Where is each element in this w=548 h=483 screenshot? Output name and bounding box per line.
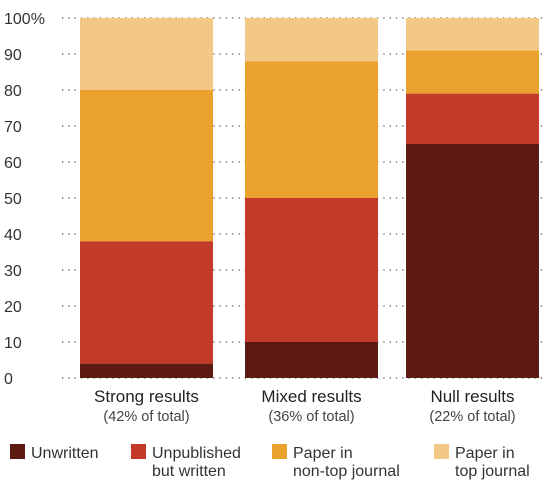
y-tick-label: 40	[4, 227, 22, 244]
category-label: Strong results	[94, 387, 199, 406]
bar-segment	[245, 18, 378, 62]
category-note: (42% of total)	[103, 409, 189, 425]
bar-segment	[80, 241, 213, 364]
y-tick-label: 60	[4, 155, 22, 172]
legend-item: Unwritten	[10, 444, 99, 462]
bar-segment	[245, 61, 378, 199]
legend-swatch	[131, 444, 146, 459]
y-tick-label: 20	[4, 299, 22, 316]
bar-segment	[406, 93, 539, 144]
bar-segment	[80, 363, 213, 378]
legend-label: non-top journal	[293, 463, 400, 480]
y-tick-label: 10	[4, 335, 22, 352]
y-tick-label: 100%	[4, 11, 45, 28]
legend-swatch	[10, 444, 25, 459]
legend-label: Unpublished	[152, 445, 241, 462]
y-tick-label: 80	[4, 83, 22, 100]
bar-segment	[406, 144, 539, 378]
legend-label: Paper in	[455, 445, 515, 462]
y-tick-label: 30	[4, 263, 22, 280]
category-note: (36% of total)	[268, 409, 354, 425]
legend-label: top journal	[455, 463, 530, 480]
bar-segment	[245, 198, 378, 342]
bar-segment	[245, 342, 378, 378]
legend-swatch	[434, 444, 449, 459]
x-axis-labels: Strong results (42% of total) Mixed result…	[94, 387, 516, 425]
category-label: Mixed results	[261, 387, 361, 406]
legend-swatch	[272, 444, 287, 459]
y-tick-label: 50	[4, 191, 22, 208]
y-tick-label: 0	[4, 371, 13, 388]
bar-segment	[406, 18, 539, 51]
legend-label: Unwritten	[31, 445, 99, 462]
bar-segment	[406, 50, 539, 94]
y-tick-label: 70	[4, 119, 22, 136]
y-tick-label: 90	[4, 47, 22, 64]
y-axis-ticks: 0 10 20 30 40 50 60 70 80 90 100%	[4, 11, 45, 388]
bar-segment	[80, 18, 213, 90]
bars	[80, 18, 539, 378]
bar-segment	[80, 90, 213, 242]
legend-label: Paper in	[293, 445, 353, 462]
category-label: Null results	[430, 387, 514, 406]
category-note: (22% of total)	[429, 409, 515, 425]
legend-label: but written	[152, 463, 226, 480]
